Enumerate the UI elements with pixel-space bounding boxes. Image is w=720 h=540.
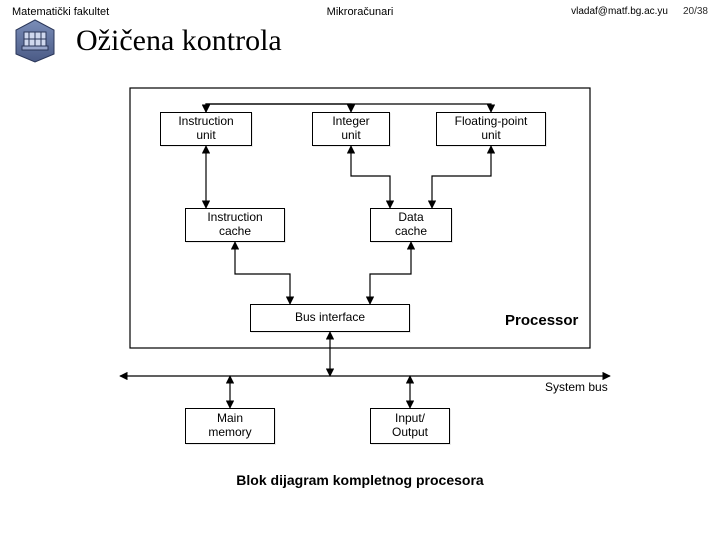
node-instruction-cache: Instructioncache — [185, 208, 285, 242]
diagram-caption: Blok dijagram kompletnog procesora — [0, 472, 720, 488]
node-input-output: Input/Output — [370, 408, 450, 444]
node-instruction-unit: Instructionunit — [160, 112, 252, 146]
node-integer-unit: Integerunit — [312, 112, 390, 146]
node-floating-point-unit: Floating-pointunit — [436, 112, 546, 146]
system-bus-label: System bus — [545, 380, 608, 394]
node-data-cache: Datacache — [370, 208, 452, 242]
header-mid: Mikroračunari — [212, 6, 508, 18]
header-page: 20/38 — [668, 6, 708, 17]
header-left: Matematički fakultet — [12, 6, 212, 18]
slide-header: Matematički fakultet Mikroračunari vlada… — [0, 0, 720, 18]
page-title: Ožičena kontrola — [76, 24, 282, 58]
node-bus-interface: Bus interface — [250, 304, 410, 332]
header-right: vladaf@matf.bg.ac.yu — [508, 6, 668, 17]
node-main-memory: Mainmemory — [185, 408, 275, 444]
university-logo-icon — [12, 18, 58, 64]
title-row: Ožičena kontrola — [0, 18, 720, 68]
block-diagram: Instructionunit Integerunit Floating-poi… — [80, 68, 640, 468]
processor-label: Processor — [505, 312, 578, 329]
